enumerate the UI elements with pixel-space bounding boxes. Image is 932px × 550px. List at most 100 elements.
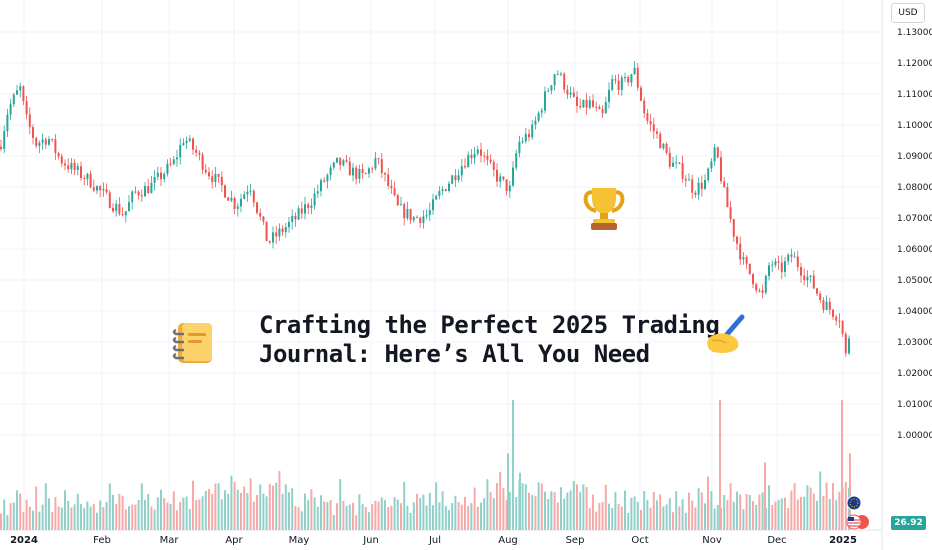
volume-bar [128, 506, 130, 530]
candle-body [787, 254, 790, 262]
candle-body [51, 139, 54, 141]
candle-body [217, 173, 220, 177]
volume-bar [352, 502, 354, 530]
candle-body [16, 90, 18, 95]
volume-bar [476, 506, 479, 530]
candle-body [54, 139, 57, 153]
candle-body [582, 99, 585, 108]
price-tick-label: 1.07000 [897, 214, 932, 224]
candle-body [156, 172, 159, 177]
candle-body [236, 206, 239, 209]
candle-body [742, 257, 745, 260]
candle-body [505, 179, 508, 192]
volume-bar [300, 511, 303, 530]
volume-spike [507, 453, 509, 530]
candle-body [768, 265, 770, 276]
candle-body [595, 106, 598, 108]
candle-body [512, 167, 514, 186]
volume-bar [588, 508, 591, 530]
candle-body [630, 74, 633, 83]
volume-bar [780, 498, 783, 530]
candle-body [64, 163, 66, 166]
volume-bar [748, 495, 751, 530]
candle-body [684, 178, 687, 181]
volume-bar [729, 483, 732, 530]
volume-bar [816, 500, 818, 530]
volume-bar [505, 500, 508, 530]
us-flag-icon[interactable] [846, 514, 870, 530]
volume-spike [764, 462, 766, 530]
eu-flag-icon[interactable] [846, 495, 862, 511]
volume-bar [76, 493, 79, 530]
volume-bar [598, 502, 601, 530]
volume-bar [582, 484, 585, 530]
candle-body [822, 300, 825, 310]
volume-bar [470, 503, 473, 530]
volume-bar [553, 492, 556, 530]
candle-body [99, 186, 102, 191]
volume-bar [230, 475, 233, 530]
time-axis[interactable]: 2024 Feb Mar Apr May Jun Jul Aug Sep Oct Nov Dec 202… [10, 535, 857, 546]
volume-bar [313, 497, 316, 530]
writing-hand-icon [707, 314, 745, 353]
volume-bar [844, 481, 847, 530]
volume-bar [569, 490, 572, 530]
candle-body [563, 73, 566, 90]
volume-bar [326, 502, 329, 530]
candle-body [265, 221, 268, 242]
volume-bar [560, 487, 562, 530]
candle-body [329, 167, 332, 176]
volume-bar [57, 506, 60, 530]
candle-body [153, 176, 156, 183]
volume-bar [348, 504, 351, 530]
volume-bar [364, 507, 367, 530]
candle-body [243, 194, 246, 199]
candle-body [201, 154, 204, 170]
candle-body [819, 293, 822, 301]
candle-body [377, 158, 380, 160]
candle-body [531, 124, 534, 138]
volume-bar [246, 493, 249, 530]
volume-bar [89, 506, 92, 530]
volume-bar [608, 503, 610, 530]
candle-body [515, 153, 518, 168]
volume-bar [304, 493, 306, 530]
candle-body [281, 228, 284, 232]
volume-bar [217, 483, 220, 530]
volume-bar [185, 496, 188, 530]
candle-body [233, 198, 236, 209]
volume-bar [627, 512, 630, 530]
currency-selector[interactable]: USD [891, 3, 925, 23]
candle-body [380, 159, 383, 173]
volume-bar [796, 499, 799, 530]
candle-body [41, 139, 44, 143]
volume-bar [691, 500, 694, 530]
volume-bar [825, 482, 828, 530]
candle-body [598, 106, 601, 110]
volume-bar [464, 496, 466, 530]
candle-body [841, 321, 844, 334]
candle-body [617, 80, 620, 90]
candle-body [499, 176, 502, 182]
volume-bar [521, 483, 524, 530]
volume-bar [768, 485, 770, 530]
volume-bar [745, 494, 748, 530]
volume-bar [339, 479, 342, 530]
volume-bar [572, 481, 575, 530]
volume-bar [406, 505, 409, 530]
volume-bar [540, 483, 543, 530]
volume-bar [377, 501, 380, 530]
volume-bar [38, 511, 41, 530]
price-axis[interactable]: 1.13000 1.12000 1.11000 1.10000 1.09000 1.080… [897, 28, 932, 441]
volume-bar [636, 501, 639, 530]
candle-body [80, 166, 82, 179]
volume-bar [153, 509, 156, 530]
candle-body [604, 101, 607, 114]
volume-bar [550, 491, 553, 530]
candle-body [121, 214, 124, 216]
time-tick-label: Sep [566, 535, 585, 546]
candle-body [60, 156, 63, 164]
volume-bar [12, 502, 15, 530]
volume-spike [719, 400, 721, 530]
